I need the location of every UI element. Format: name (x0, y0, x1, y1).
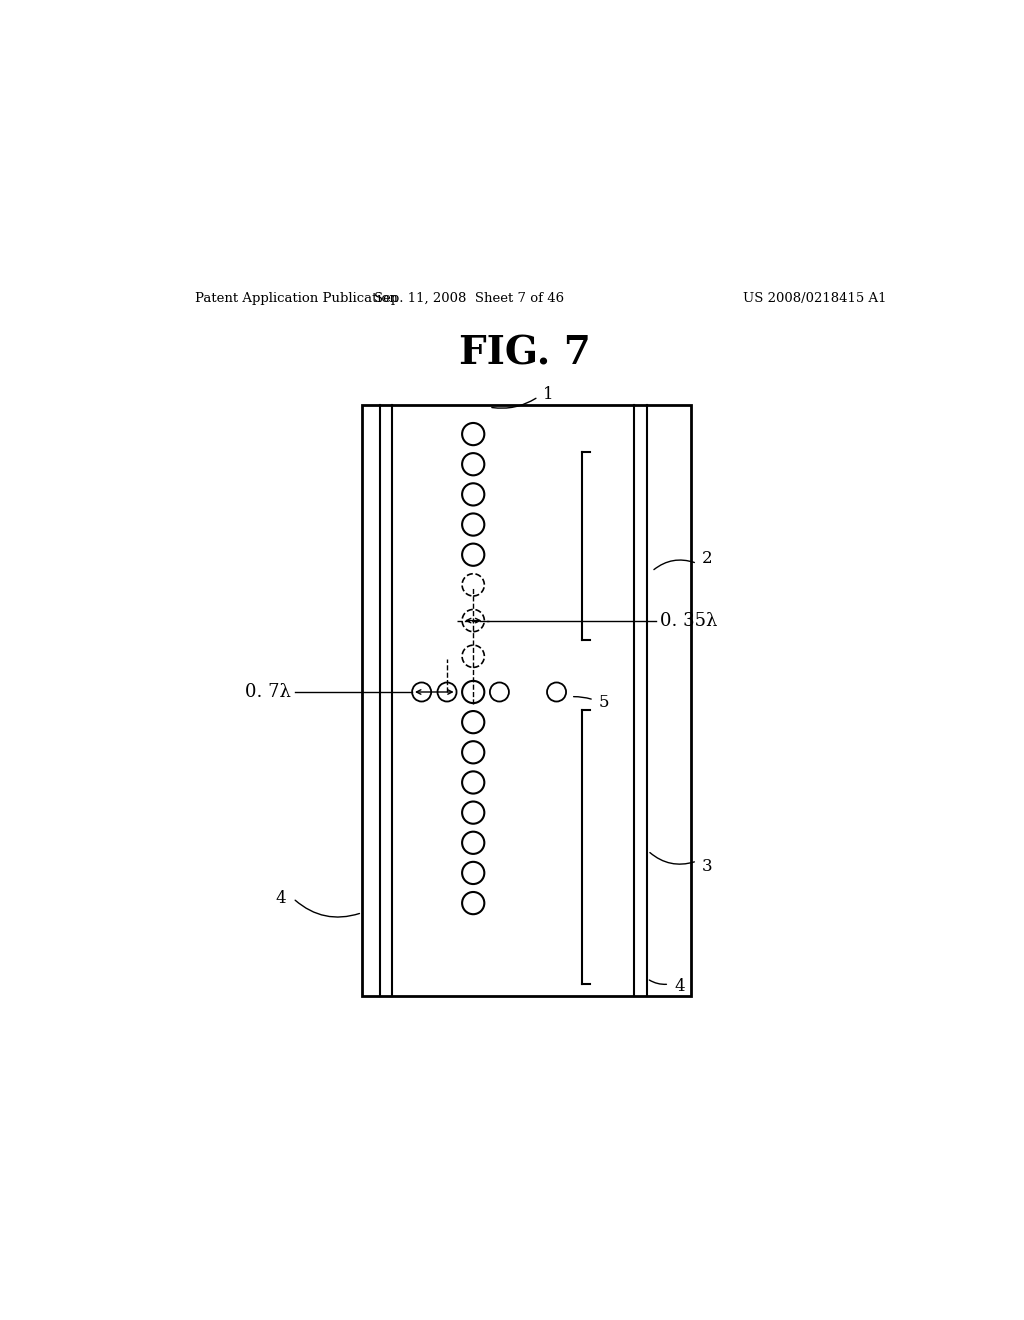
Text: Patent Application Publication: Patent Application Publication (196, 292, 398, 305)
Text: US 2008/0218415 A1: US 2008/0218415 A1 (743, 292, 887, 305)
Text: 4: 4 (674, 978, 685, 995)
Text: 0. 7λ: 0. 7λ (245, 682, 291, 701)
Bar (362, 405, 691, 997)
Text: FIG. 7: FIG. 7 (459, 334, 591, 372)
Text: 1: 1 (544, 385, 554, 403)
Text: 2: 2 (702, 550, 713, 568)
Text: 4: 4 (275, 890, 286, 907)
Text: 3: 3 (702, 858, 713, 875)
Text: 0. 35λ: 0. 35λ (659, 611, 717, 630)
Text: Sep. 11, 2008  Sheet 7 of 46: Sep. 11, 2008 Sheet 7 of 46 (374, 292, 564, 305)
Text: 5: 5 (599, 694, 609, 710)
